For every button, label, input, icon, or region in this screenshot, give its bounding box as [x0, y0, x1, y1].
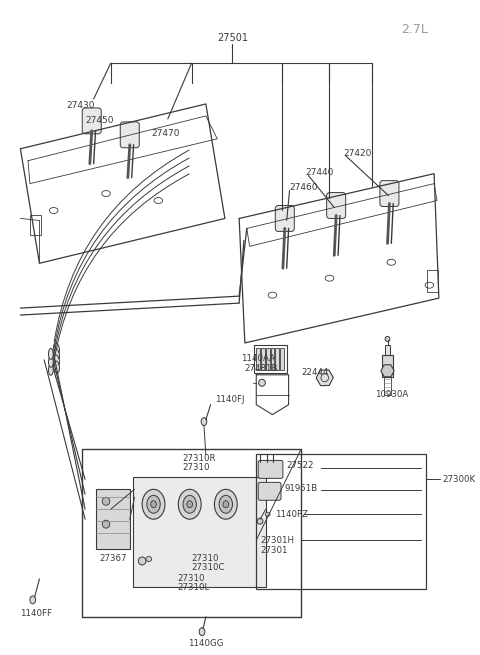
Ellipse shape — [215, 489, 237, 519]
Bar — [96, 489, 130, 549]
Text: 1140FJ: 1140FJ — [216, 395, 245, 403]
FancyBboxPatch shape — [380, 181, 399, 206]
Text: 27310L: 27310L — [177, 583, 210, 592]
Bar — [276, 348, 279, 370]
FancyBboxPatch shape — [327, 193, 346, 219]
Ellipse shape — [265, 512, 270, 516]
Bar — [30, 215, 41, 235]
Ellipse shape — [147, 495, 160, 514]
Text: 27440: 27440 — [306, 168, 334, 177]
Ellipse shape — [54, 361, 60, 373]
Ellipse shape — [199, 627, 205, 636]
Ellipse shape — [151, 501, 156, 508]
Text: 27481B: 27481B — [244, 364, 277, 373]
Text: 27310C: 27310C — [192, 563, 225, 572]
Text: 27460: 27460 — [289, 183, 318, 192]
FancyBboxPatch shape — [120, 122, 139, 148]
Ellipse shape — [257, 518, 263, 524]
Ellipse shape — [54, 349, 60, 361]
Bar — [271, 348, 275, 370]
Text: 27430: 27430 — [66, 101, 95, 110]
Ellipse shape — [48, 348, 53, 360]
Text: 27420: 27420 — [344, 149, 372, 158]
Text: 27450: 27450 — [85, 116, 114, 125]
Text: 27501: 27501 — [217, 33, 248, 43]
Text: 91951B: 91951B — [285, 484, 318, 493]
Bar — [266, 348, 270, 370]
Text: 1140AA: 1140AA — [241, 354, 275, 363]
Ellipse shape — [146, 557, 152, 561]
Ellipse shape — [142, 489, 165, 519]
Text: 10930A: 10930A — [375, 390, 408, 399]
Ellipse shape — [138, 557, 146, 565]
Text: 1140FZ: 1140FZ — [276, 510, 308, 519]
Bar — [261, 348, 265, 370]
Ellipse shape — [30, 596, 36, 604]
Text: 27300K: 27300K — [443, 476, 476, 484]
Bar — [254, 345, 287, 373]
Bar — [280, 348, 284, 370]
FancyBboxPatch shape — [276, 206, 294, 231]
Ellipse shape — [259, 379, 265, 386]
Ellipse shape — [183, 495, 196, 514]
Bar — [382, 355, 393, 377]
FancyBboxPatch shape — [258, 460, 283, 478]
Text: 1140FF: 1140FF — [21, 608, 52, 618]
Bar — [256, 455, 426, 589]
Text: 27367: 27367 — [99, 554, 127, 563]
Ellipse shape — [54, 355, 60, 367]
Ellipse shape — [54, 343, 60, 355]
Bar — [82, 449, 301, 617]
Ellipse shape — [102, 520, 110, 528]
Bar — [256, 348, 260, 370]
Text: 1140GG: 1140GG — [188, 639, 224, 648]
Ellipse shape — [219, 495, 232, 514]
FancyBboxPatch shape — [82, 108, 101, 134]
Ellipse shape — [201, 418, 207, 426]
Text: 27310R: 27310R — [182, 455, 216, 464]
Bar — [384, 345, 390, 355]
Text: 27301H: 27301H — [260, 536, 294, 545]
Ellipse shape — [48, 356, 53, 367]
Bar — [427, 271, 438, 292]
Text: 27310: 27310 — [182, 464, 210, 472]
Bar — [132, 477, 266, 587]
FancyBboxPatch shape — [258, 482, 281, 500]
Text: 27470: 27470 — [152, 129, 180, 138]
Text: 27310: 27310 — [192, 554, 219, 563]
Text: 27310: 27310 — [177, 574, 205, 583]
Text: 27522: 27522 — [287, 461, 314, 470]
Bar — [384, 377, 391, 395]
Ellipse shape — [178, 489, 201, 519]
Ellipse shape — [223, 501, 228, 508]
Ellipse shape — [102, 497, 110, 505]
Ellipse shape — [187, 501, 192, 508]
Ellipse shape — [48, 364, 53, 375]
Text: 2.7L: 2.7L — [401, 24, 428, 36]
Ellipse shape — [385, 337, 390, 341]
Text: 22444: 22444 — [301, 368, 329, 377]
Text: 27301: 27301 — [260, 546, 288, 555]
